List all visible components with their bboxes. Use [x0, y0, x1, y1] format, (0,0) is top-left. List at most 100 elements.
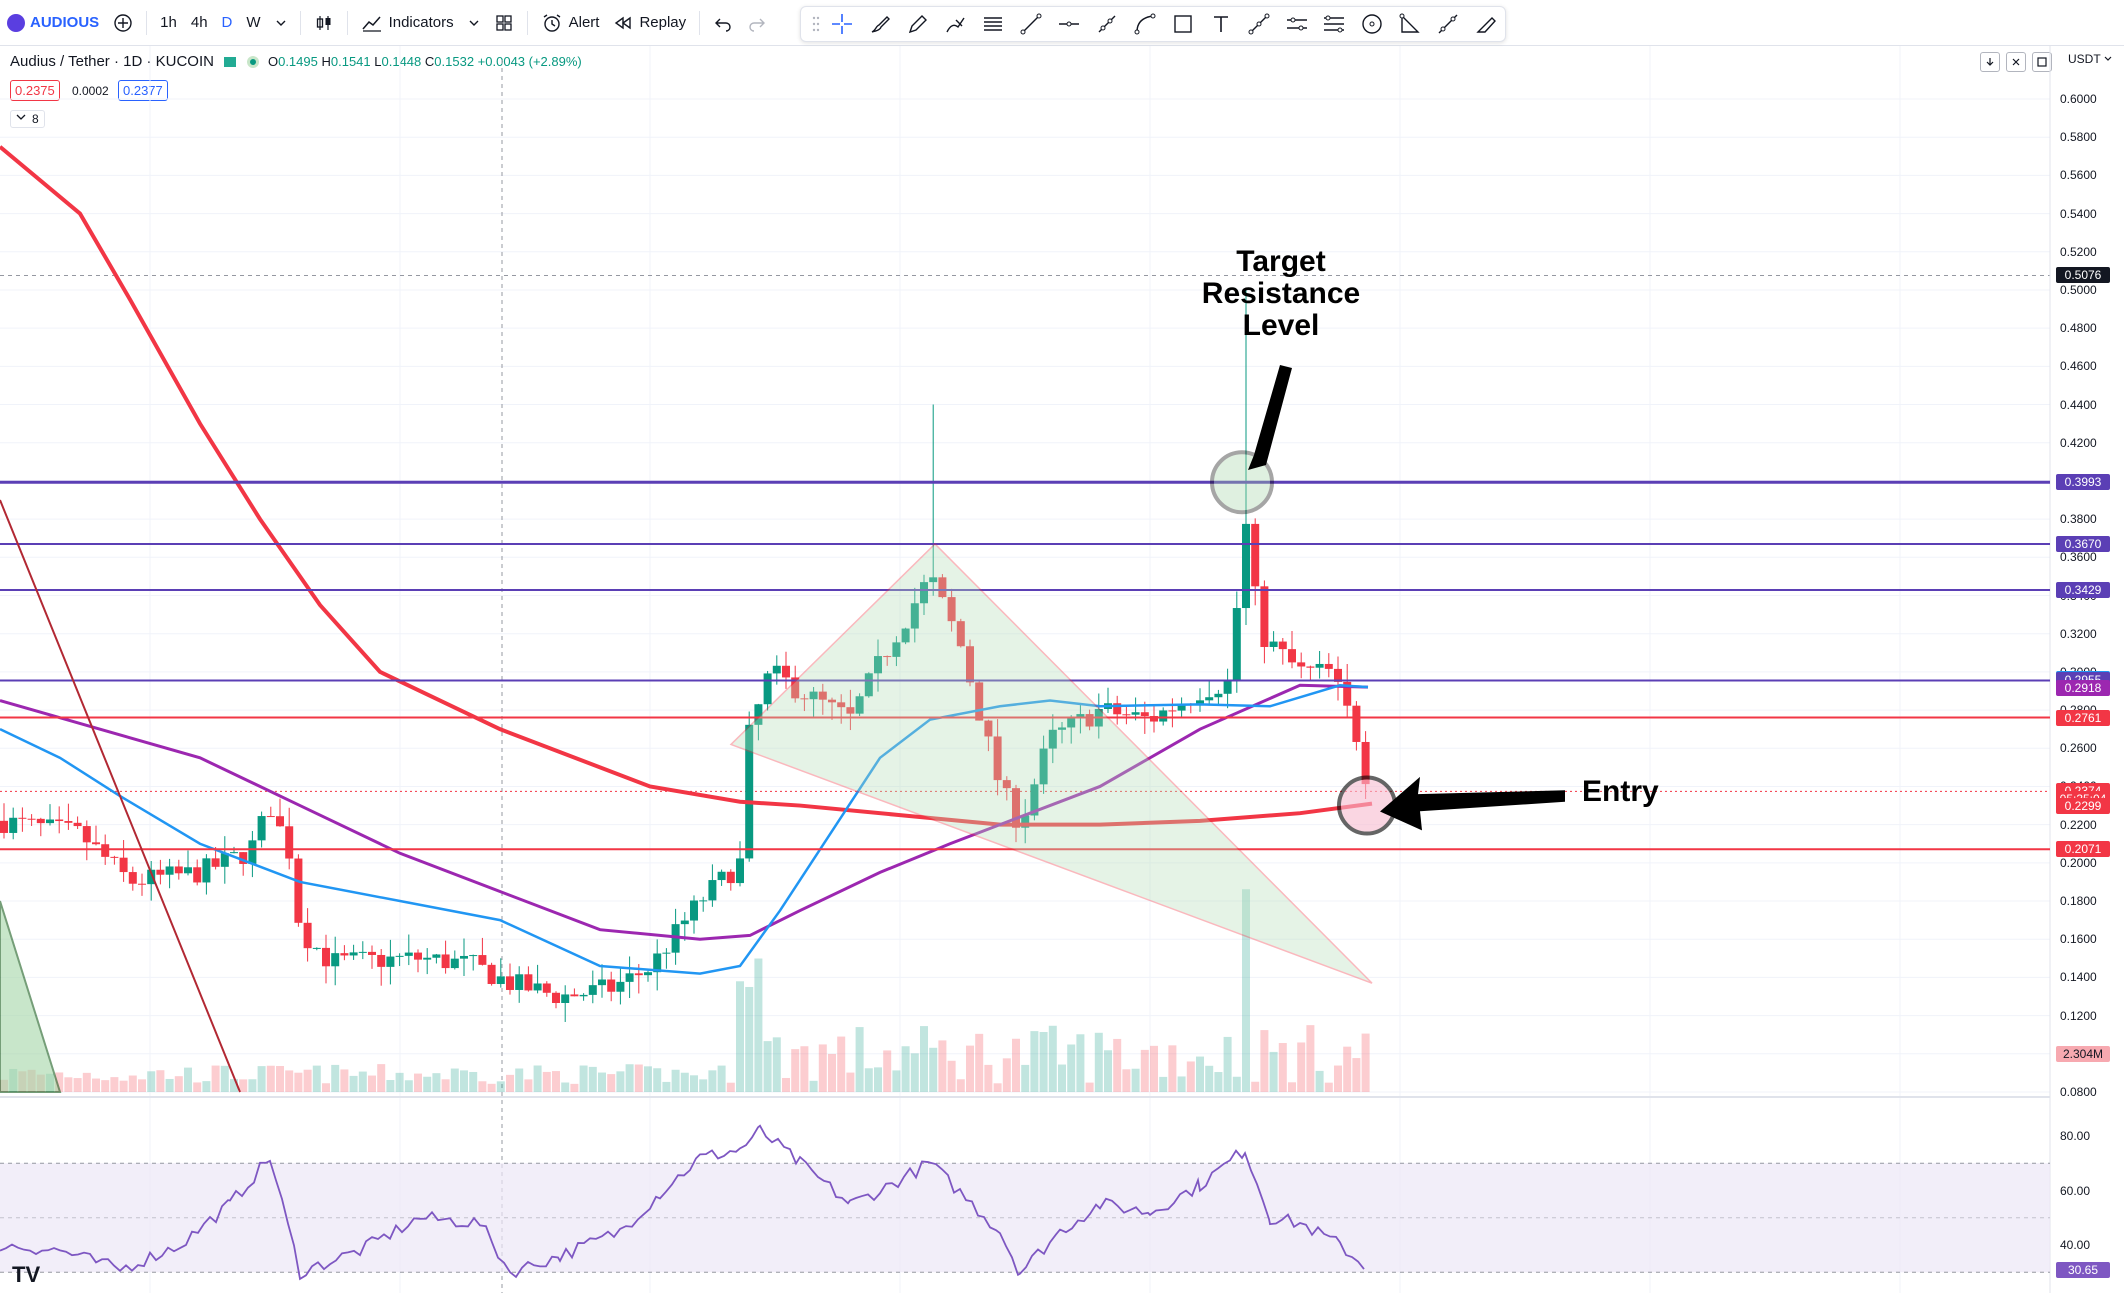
volume-bar: [211, 1065, 220, 1092]
price-tick-label: 0.4800: [2060, 321, 2097, 336]
interval-dropdown[interactable]: [268, 8, 294, 38]
interval-4h[interactable]: 4h: [190, 14, 208, 31]
volume-bar: [598, 1072, 606, 1092]
candle-body: [579, 994, 588, 997]
interval-1h[interactable]: 1h: [160, 14, 177, 31]
indicators-dropdown[interactable]: [461, 8, 487, 38]
price-tag: 0.2761: [2056, 709, 2110, 726]
volume-bar: [432, 1073, 441, 1092]
plus-circle-icon: [114, 13, 132, 32]
volume-bar: [772, 1037, 781, 1092]
tradingview-logo[interactable]: TV: [12, 1262, 41, 1287]
candle-body: [1334, 668, 1342, 682]
price-tick-label: 0.5600: [2060, 168, 2097, 183]
volume-bar: [717, 1065, 726, 1092]
alert-button[interactable]: Alert: [534, 8, 607, 38]
candle-body: [220, 853, 229, 867]
candle-body: [1076, 714, 1085, 719]
pen-tool-button[interactable]: [899, 8, 937, 40]
price-tick-label: 0.4600: [2060, 359, 2097, 374]
layouts-button[interactable]: [487, 8, 521, 38]
text-tool-button[interactable]: [1202, 8, 1240, 40]
price-tag: 0.5076: [2056, 267, 2110, 284]
crosshair-tool-button[interactable]: [823, 8, 861, 40]
chart-title[interactable]: Audius / Tether · 1D · KUCOIN: [10, 53, 214, 70]
indicators-icon: [361, 16, 381, 32]
volume-bar: [874, 1067, 882, 1092]
chart-type-button[interactable]: [307, 8, 341, 38]
text-lines-tool-button[interactable]: [975, 8, 1013, 40]
symbol-search[interactable]: AUDIOUS: [0, 8, 106, 38]
undo-button[interactable]: [706, 8, 740, 38]
indicators-collapse-toggle[interactable]: 8: [10, 110, 45, 128]
indicators-button[interactable]: Indicators: [354, 8, 461, 38]
drag-handle-icon[interactable]: [809, 8, 823, 40]
interval-d[interactable]: D: [221, 14, 233, 31]
volume-bar: [515, 1068, 524, 1092]
brush-tool-button[interactable]: [861, 8, 899, 40]
candle-body: [174, 866, 183, 874]
candle-body: [1177, 704, 1186, 711]
bid-price-box[interactable]: 0.2375: [10, 80, 60, 101]
maximize-button[interactable]: [2032, 52, 2052, 72]
candle-body: [423, 957, 432, 960]
candles-icon: [316, 15, 331, 30]
parallel-channel-tool-button[interactable]: [1278, 8, 1316, 40]
candle-body: [432, 954, 441, 958]
volume-bar: [984, 1064, 993, 1092]
candle-body: [0, 820, 8, 833]
triangle-pattern-tool-button[interactable]: [1391, 8, 1429, 40]
eraser-tool-button[interactable]: [1467, 8, 1505, 40]
highlighter-tool-button[interactable]: [937, 8, 975, 40]
candle-body: [754, 704, 763, 725]
volume-bar: [1131, 1068, 1140, 1092]
fib-tool-button[interactable]: [1316, 8, 1354, 40]
rectangle-tool-button[interactable]: [1164, 8, 1202, 40]
grid-layout-icon: [495, 14, 512, 31]
candle-body: [1306, 666, 1315, 668]
volume-bar: [1205, 1065, 1214, 1092]
redo-button[interactable]: [740, 8, 774, 38]
volume-bar: [202, 1081, 211, 1092]
candle-body: [892, 642, 901, 657]
volume-bar: [644, 1066, 652, 1092]
candle-body: [1140, 712, 1149, 717]
chevron-down-icon: [2104, 56, 2112, 61]
candle-body: [947, 597, 956, 622]
volume-bar: [340, 1069, 349, 1092]
volume-bar: [294, 1072, 303, 1092]
divider: [526, 10, 528, 35]
volume-bar: [1186, 1061, 1195, 1092]
compare-add-button[interactable]: [106, 8, 140, 38]
currency-selector[interactable]: USDT: [2068, 52, 2112, 66]
replay-button[interactable]: Replay: [606, 8, 693, 38]
price-tick-label: 0.6000: [2060, 92, 2097, 106]
volume-bar: [1113, 1038, 1122, 1092]
candle-body: [128, 872, 137, 884]
volume-bar: [956, 1079, 965, 1092]
volume-bar: [607, 1074, 616, 1092]
candle-body: [1232, 608, 1241, 680]
path-tool-button[interactable]: [1240, 8, 1278, 40]
candle-body: [1251, 523, 1260, 587]
curve-tool-button[interactable]: [1126, 8, 1164, 40]
volume-bar: [653, 1068, 662, 1092]
interval-w[interactable]: W: [246, 14, 261, 31]
candle-body: [809, 691, 818, 700]
volume-bar: [368, 1075, 376, 1092]
candle-body: [1122, 714, 1131, 716]
price-tag: 0.3670: [2056, 535, 2110, 552]
horizontal-line-tool-button[interactable]: [1050, 8, 1088, 40]
collapse-button[interactable]: [2006, 52, 2026, 72]
price-tick-label: 0.0800: [2060, 1085, 2097, 1099]
currency-label: USDT: [2068, 52, 2101, 66]
ask-price-box[interactable]: 0.2377: [118, 80, 168, 101]
volume-bar: [1242, 889, 1250, 1092]
circle-tool-button[interactable]: [1353, 8, 1391, 40]
candle-body: [1205, 697, 1214, 701]
scroll-down-button[interactable]: [1980, 52, 2000, 72]
trendline-tool-button[interactable]: [1012, 8, 1050, 40]
measure-tool-button[interactable]: [1429, 8, 1467, 40]
ray-tool-button[interactable]: [1088, 8, 1126, 40]
